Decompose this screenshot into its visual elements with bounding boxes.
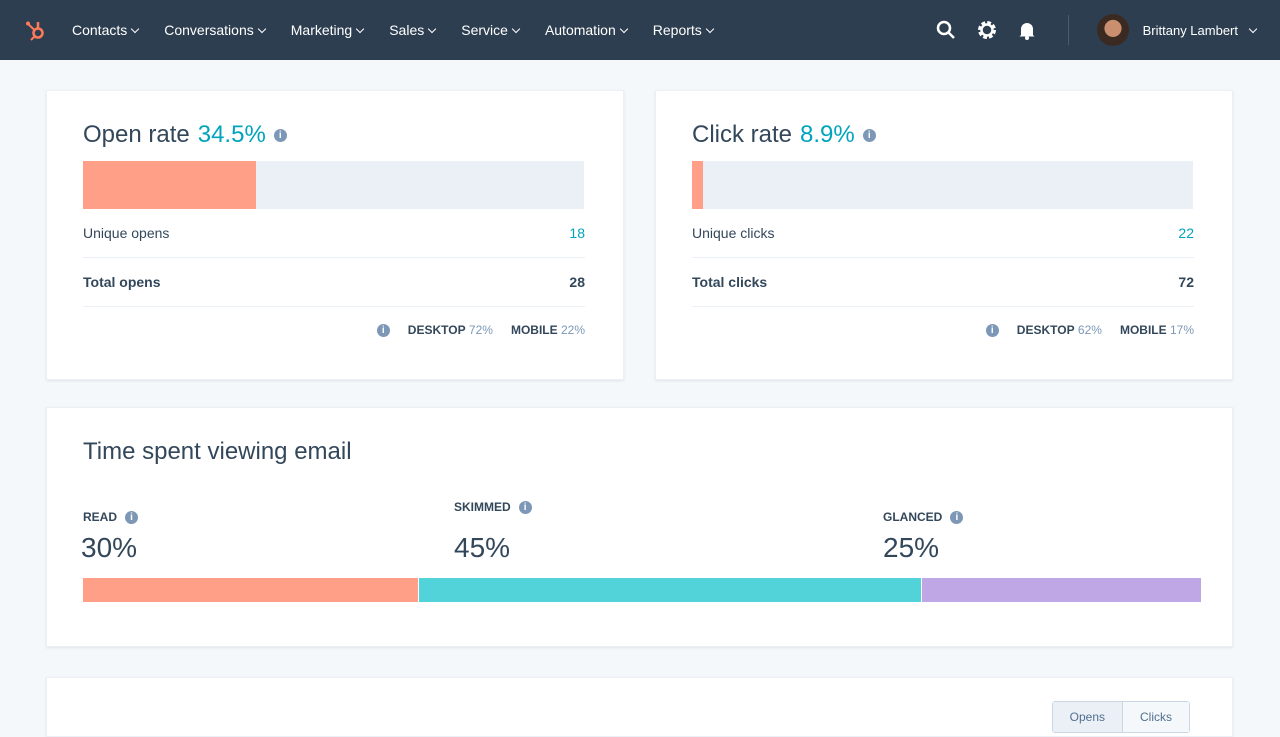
- chevron-down-icon: [619, 24, 629, 33]
- card-title: Open rate 34.5% i: [83, 121, 587, 149]
- desktop-label: DESKTOP: [407, 323, 466, 337]
- chevron-down-icon[interactable]: [1248, 24, 1258, 33]
- open-rate-value: 34.5%: [197, 121, 266, 148]
- label: READ: [83, 510, 118, 524]
- title: Open rate: [83, 121, 190, 148]
- segment-skimmed: [418, 578, 921, 602]
- top-nav: Contacts Conversations Marketing Sales S…: [0, 0, 1280, 60]
- info-icon[interactable]: i: [950, 510, 964, 524]
- title: Click rate: [692, 121, 793, 148]
- nav-contacts[interactable]: Contacts: [72, 22, 140, 38]
- nav-label: Automation: [544, 22, 616, 38]
- label: SKIMMED: [454, 500, 511, 514]
- segment-read: [83, 578, 418, 602]
- mobile-value: 17%: [1169, 323, 1194, 337]
- avatar[interactable]: [1096, 14, 1129, 46]
- label: Unique opens: [83, 225, 170, 241]
- nav-label: Contacts: [72, 22, 128, 38]
- chevron-down-icon: [131, 24, 140, 33]
- label: Total opens: [83, 274, 161, 290]
- user-name[interactable]: Brittany Lambert: [1142, 22, 1238, 38]
- click-rate-value: 8.9%: [800, 121, 855, 148]
- chevron-down-icon: [705, 24, 715, 33]
- activity-card: Opens Clicks: [46, 677, 1233, 737]
- read-value: 30%: [81, 532, 138, 563]
- total-clicks-row: Total clicks 72: [692, 258, 1194, 307]
- mobile-label: MOBILE: [1119, 323, 1167, 337]
- info-icon[interactable]: i: [376, 323, 390, 337]
- bar-fill: [83, 161, 256, 209]
- chevron-down-icon: [355, 24, 365, 33]
- chevron-down-icon: [428, 24, 437, 33]
- bell-icon[interactable]: [1018, 20, 1036, 40]
- nav-conversations[interactable]: Conversations: [164, 22, 266, 38]
- value: 28: [569, 274, 585, 290]
- info-icon[interactable]: i: [273, 128, 287, 142]
- unique-clicks-row: Unique clicks 22: [692, 209, 1194, 258]
- chevron-down-icon: [257, 24, 266, 33]
- search-icon[interactable]: [936, 20, 956, 40]
- label: Unique clicks: [692, 225, 775, 241]
- chevron-down-icon: [511, 24, 521, 33]
- time-spent-card: Time spent viewing email READ i 30% SKIMM…: [46, 407, 1233, 647]
- click-rate-bar: [692, 161, 1193, 209]
- nav-label: Reports: [652, 22, 702, 38]
- segment-glanced: [922, 578, 1201, 602]
- value[interactable]: 18: [569, 225, 585, 241]
- info-icon[interactable]: i: [862, 128, 876, 142]
- desktop-value: 62%: [1077, 323, 1102, 337]
- toggle-clicks[interactable]: Clicks: [1122, 702, 1189, 732]
- gear-icon[interactable]: [976, 19, 998, 41]
- card-title: Time spent viewing email: [83, 438, 352, 465]
- total-opens-row: Total opens 28: [83, 258, 585, 307]
- mobile-value: 22%: [560, 323, 585, 337]
- value: 72: [1178, 274, 1194, 290]
- glanced-value: 25%: [883, 532, 940, 563]
- nav-marketing[interactable]: Marketing: [290, 22, 365, 38]
- click-rate-card: Click rate 8.9% i Unique clicks 22 Total cl…: [655, 90, 1233, 380]
- info-icon[interactable]: i: [985, 323, 999, 337]
- info-icon[interactable]: i: [125, 510, 139, 524]
- toggle-opens[interactable]: Opens: [1052, 702, 1122, 732]
- device-breakdown: i DESKTOP 72% MOBILE 22%: [83, 323, 585, 337]
- skimmed-value: 45%: [454, 532, 511, 563]
- nav-sales[interactable]: Sales: [389, 22, 437, 38]
- open-rate-card: Open rate 34.5% i Unique opens 18 Total ope…: [46, 90, 624, 380]
- desktop-label: DESKTOP: [1016, 323, 1075, 337]
- read-label: READ i: [83, 510, 139, 524]
- desktop-value: 72%: [468, 323, 493, 337]
- unique-opens-row: Unique opens 18: [83, 209, 585, 258]
- label: GLANCED: [883, 510, 943, 524]
- opens-clicks-toggle: Opens Clicks: [1051, 701, 1190, 733]
- hubspot-logo[interactable]: [24, 18, 48, 42]
- card-title: Click rate 8.9% i: [692, 121, 1196, 149]
- time-spent-bar: [83, 578, 1201, 602]
- nav-automation[interactable]: Automation: [544, 22, 629, 38]
- bar-fill: [692, 161, 704, 209]
- label: Total clicks: [692, 274, 768, 290]
- nav-label: Conversations: [164, 22, 254, 38]
- glanced-label: GLANCED i: [883, 510, 964, 524]
- device-breakdown: i DESKTOP 62% MOBILE 17%: [692, 323, 1194, 337]
- value[interactable]: 22: [1178, 225, 1194, 241]
- open-rate-bar: [83, 161, 584, 209]
- nav-reports[interactable]: Reports: [652, 22, 715, 38]
- nav-service[interactable]: Service: [461, 22, 521, 38]
- divider: [1067, 15, 1069, 45]
- info-icon[interactable]: i: [518, 500, 532, 514]
- nav-label: Service: [461, 22, 508, 38]
- nav-label: Marketing: [290, 22, 353, 38]
- nav-label: Sales: [389, 22, 425, 38]
- skimmed-label: SKIMMED i: [454, 500, 532, 514]
- mobile-label: MOBILE: [510, 323, 558, 337]
